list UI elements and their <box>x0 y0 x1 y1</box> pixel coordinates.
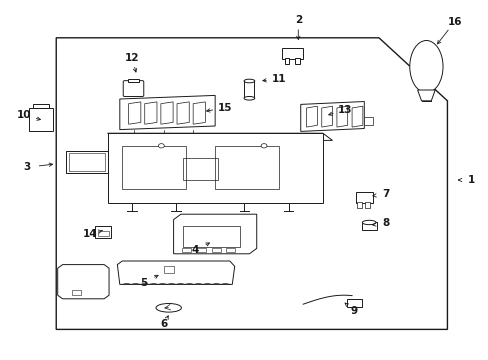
Ellipse shape <box>409 40 442 93</box>
Polygon shape <box>58 265 109 299</box>
Polygon shape <box>144 102 157 124</box>
Text: 12: 12 <box>124 53 139 63</box>
Bar <box>211 248 220 252</box>
Bar <box>295 58 300 64</box>
Polygon shape <box>351 106 362 127</box>
Text: 14: 14 <box>83 229 98 239</box>
Text: 9: 9 <box>350 306 357 316</box>
Bar <box>72 290 81 295</box>
Bar <box>66 151 107 173</box>
Bar <box>356 202 361 208</box>
Polygon shape <box>177 102 189 124</box>
Text: 4: 4 <box>191 245 199 255</box>
Bar <box>33 104 49 108</box>
Polygon shape <box>300 102 364 131</box>
Ellipse shape <box>362 220 375 225</box>
Bar <box>244 81 254 98</box>
Bar <box>29 108 53 131</box>
Bar <box>364 117 372 125</box>
Bar <box>197 248 205 252</box>
Polygon shape <box>306 106 317 127</box>
Bar <box>284 58 289 64</box>
Polygon shape <box>120 95 215 130</box>
Polygon shape <box>193 102 205 124</box>
Ellipse shape <box>244 96 254 100</box>
Text: 16: 16 <box>447 17 461 27</box>
Bar <box>355 192 372 203</box>
Bar <box>127 79 139 82</box>
Bar <box>182 248 191 252</box>
Bar <box>95 226 111 238</box>
Bar <box>226 248 235 252</box>
Polygon shape <box>173 214 256 254</box>
Text: 5: 5 <box>141 278 147 288</box>
Polygon shape <box>336 106 347 127</box>
Ellipse shape <box>158 144 164 148</box>
Text: 11: 11 <box>271 74 285 84</box>
Polygon shape <box>107 133 332 140</box>
Text: 2: 2 <box>294 15 301 25</box>
Bar <box>98 231 108 236</box>
Bar <box>69 153 104 171</box>
Text: 1: 1 <box>468 175 474 185</box>
Bar <box>361 222 376 230</box>
Text: 6: 6 <box>160 319 167 329</box>
Text: 10: 10 <box>17 110 32 120</box>
Polygon shape <box>128 102 141 124</box>
Text: 15: 15 <box>217 103 232 113</box>
Text: 8: 8 <box>382 218 389 228</box>
FancyBboxPatch shape <box>123 81 143 96</box>
Bar <box>183 158 217 180</box>
Polygon shape <box>161 102 173 124</box>
Bar <box>365 202 369 208</box>
Polygon shape <box>417 90 434 101</box>
Bar <box>183 226 239 247</box>
Bar <box>122 146 185 189</box>
Ellipse shape <box>261 144 266 148</box>
Polygon shape <box>107 133 322 203</box>
Ellipse shape <box>244 79 254 83</box>
Text: 7: 7 <box>382 189 389 199</box>
Bar <box>281 48 303 59</box>
Bar <box>215 146 278 189</box>
Polygon shape <box>321 106 332 127</box>
Text: 3: 3 <box>23 162 30 172</box>
Polygon shape <box>117 261 234 284</box>
Text: 13: 13 <box>337 105 351 115</box>
Ellipse shape <box>156 303 181 312</box>
Bar <box>346 299 361 307</box>
